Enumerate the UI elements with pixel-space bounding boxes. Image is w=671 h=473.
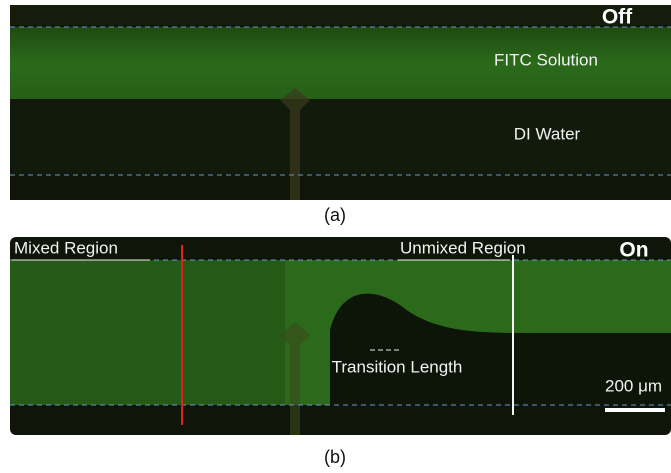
scale-label: 200 μm (605, 376, 662, 395)
region-label: Unmixed Region (400, 238, 526, 257)
stream-label: DI Water (514, 124, 581, 143)
region-label: Mixed Region (14, 238, 118, 257)
caption: (a) (324, 205, 346, 225)
state-label: Off (602, 6, 633, 29)
figure: Off FITC Solution DI Water (a) Mixed Reg… (0, 0, 671, 473)
channel-wall (10, 5, 671, 25)
stream-label: FITC Solution (494, 50, 598, 69)
state-label: On (619, 239, 648, 262)
panel-a: Off FITC Solution DI Water (a) (10, 5, 671, 225)
transition-label: Transition Length (332, 357, 463, 376)
panel-b: Mixed Region Unmixed Region On Transitio… (10, 237, 671, 467)
caption: (b) (324, 447, 346, 467)
